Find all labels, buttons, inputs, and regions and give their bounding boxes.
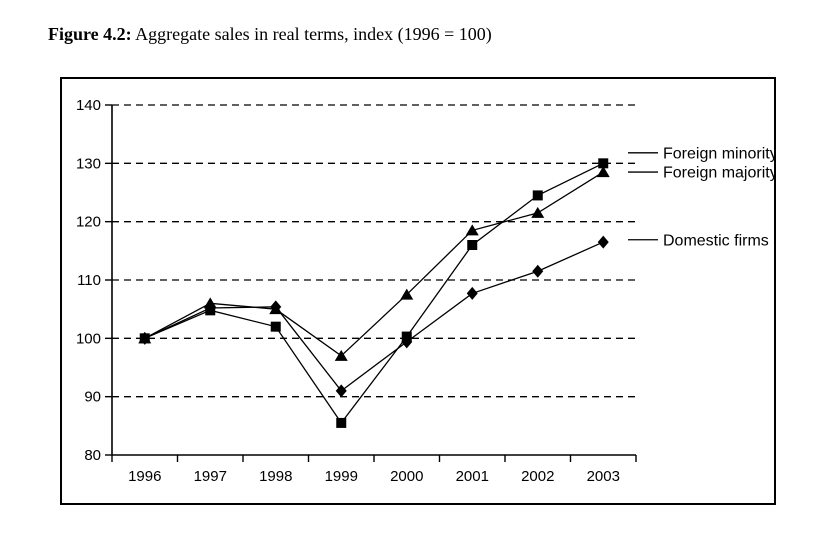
marker-foreign-majority-1999: [334, 349, 348, 361]
marker-foreign-majority-2002: [531, 206, 545, 218]
x-tick-label-1999: 1999: [325, 468, 358, 485]
marker-foreign-minority-1996: [139, 333, 150, 344]
series-line-foreign-majority: [144, 171, 604, 357]
figure-number-label: Figure 4.2:: [48, 24, 132, 44]
x-tick-label-2002: 2002: [521, 468, 554, 485]
legend: Foreign minority Foreign majority Domestic…: [628, 145, 778, 249]
marker-foreign-majority-1998: [269, 303, 283, 315]
y-tick-label-130: 130: [76, 155, 101, 172]
figure-title: Figure 4.2: Aggregate sales in real term…: [48, 24, 492, 45]
y-axis-ticks: 80 90 100 110 120 130 140: [76, 97, 112, 464]
y-tick-label-120: 120: [76, 214, 101, 231]
y-tick-label-90: 90: [84, 389, 101, 406]
marker-domestic-firms-2001: [466, 286, 478, 300]
legend-label-foreign-minority: Foreign minority: [663, 145, 774, 162]
x-tick-label-1996: 1996: [128, 468, 161, 485]
x-tick-label-2003: 2003: [587, 468, 620, 485]
figure-caption: Aggregate sales in real terms, index (19…: [131, 24, 492, 44]
y-tick-label-140: 140: [76, 97, 101, 114]
marker-foreign-minority-1998: [270, 321, 281, 332]
series-foreign-minority: [139, 158, 609, 428]
marker-foreign-minority-1999: [336, 417, 347, 428]
series-domestic-firms: [139, 235, 609, 398]
gridlines: [112, 104, 636, 398]
marker-domestic-firms-2003: [597, 235, 609, 249]
marker-foreign-minority-1997: [205, 305, 216, 316]
marker-foreign-minority-2002: [532, 190, 543, 201]
series-line-foreign-minority: [144, 162, 604, 425]
x-tick-label-1997: 1997: [194, 468, 227, 485]
marker-foreign-minority-2001: [467, 240, 478, 250]
line-chart: 80 90 100 110 120 130 140 1996 1997 1998 1999 2000 2…: [76, 97, 778, 485]
chart-frame: 80 90 100 110 120 130 140 1996 1997 1998 1999 2000 2…: [60, 77, 778, 505]
x-tick-label-2001: 2001: [456, 468, 489, 485]
legend-label-foreign-majority: Foreign majority: [663, 165, 774, 182]
series-line-domestic-firms: [144, 241, 604, 392]
x-tick-label-2000: 2000: [390, 468, 423, 485]
marker-foreign-majority-2000: [400, 288, 414, 300]
marker-foreign-majority-2001: [465, 224, 479, 236]
legend-label-domestic-firms: Domestic firms: [663, 232, 769, 249]
y-tick-label-100: 100: [76, 330, 101, 347]
marker-foreign-minority-2000: [401, 331, 412, 342]
marker-foreign-majority-2003: [596, 166, 610, 178]
y-tick-label-110: 110: [77, 272, 101, 289]
marker-domestic-firms-1999: [335, 384, 347, 398]
marker-domestic-firms-2002: [532, 264, 544, 278]
marker-foreign-minority-2003: [598, 158, 609, 169]
x-tick-label-1998: 1998: [259, 468, 292, 485]
x-axis-ticks: 1996 1997 1998 1999 2000 2001 2002 2003: [111, 455, 637, 485]
y-tick-label-80: 80: [84, 447, 101, 464]
